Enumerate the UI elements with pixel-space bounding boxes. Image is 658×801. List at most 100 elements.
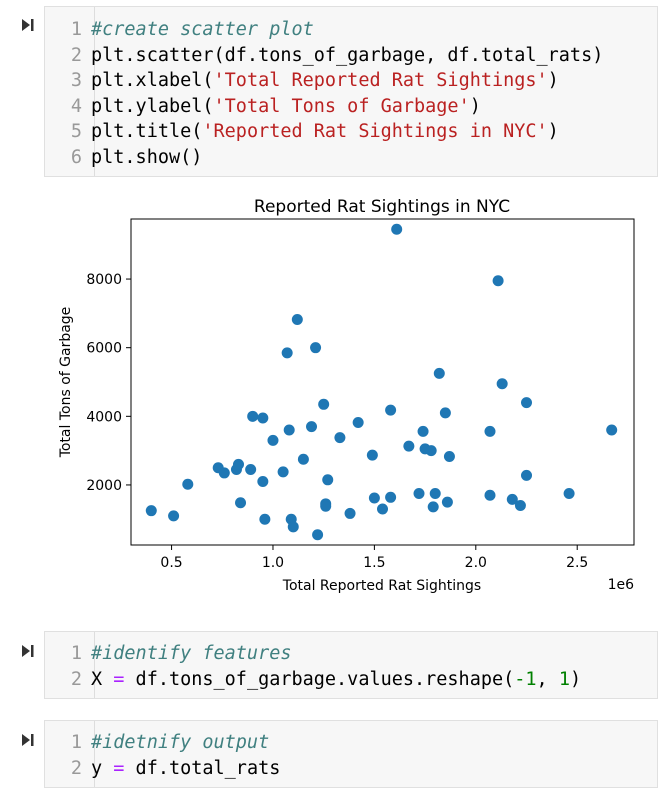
code-line[interactable]: 6 plt.show() — [45, 145, 657, 170]
scatter-point — [334, 432, 346, 444]
x-axis-label: Total Reported Rat Sightings — [282, 578, 481, 594]
code-token: df.tons_of_garbage.values.reshape( — [124, 668, 515, 690]
code-text: #identify features — [91, 641, 291, 666]
scatter-point — [312, 529, 324, 541]
code-token: plt.ylabel( — [91, 95, 214, 117]
scatter-point — [297, 453, 309, 465]
x-tick-label: 2.0 — [465, 555, 487, 571]
scatter-point — [417, 425, 429, 437]
scatter-chart: Reported Rat Sightings in NYC 0.5 1.0 1.5 2… — [58, 197, 635, 594]
scatter-point — [506, 493, 518, 505]
code-cell-features[interactable]: 1 #identify features 2 X = df.tons_of_garba… — [44, 631, 658, 699]
scatter-point — [368, 492, 380, 504]
code-token: plt.show() — [91, 146, 203, 168]
scatter-point — [366, 449, 378, 461]
code-line[interactable]: 1 #identify features — [45, 641, 657, 666]
code-token: 'Total Tons of Garbage' — [213, 95, 470, 117]
scatter-point — [182, 478, 194, 490]
code-text: #create scatter plot — [91, 17, 314, 42]
code-token: X — [91, 668, 114, 690]
scatter-point — [492, 275, 504, 287]
code-token: plt.title( — [91, 121, 203, 142]
y-axis-label: Total Tons of Garbage — [58, 307, 74, 459]
scatter-point — [484, 425, 496, 437]
scatter-point — [247, 410, 259, 422]
x-offset-text: 1e6 — [608, 577, 635, 593]
x-tick-label: 1.0 — [262, 555, 284, 571]
code-token: plt.scatter(df.tons_of_garbage, df.total… — [91, 44, 604, 66]
code-cell-output[interactable]: 1 #idetnify output 2 y = df.total_rats — [44, 720, 658, 788]
code-token: #create scatter plot — [91, 19, 314, 40]
run-cell-icon[interactable] — [20, 643, 36, 659]
code-line[interactable]: 1 #idetnify output — [45, 730, 657, 755]
code-token: plt.xlabel( — [91, 70, 214, 91]
line-number: 1 — [70, 732, 82, 753]
scatter-point — [232, 458, 244, 470]
line-number: 6 — [70, 146, 82, 168]
run-cell-icon[interactable] — [20, 732, 36, 748]
scatter-point — [514, 500, 526, 512]
scatter-point — [245, 464, 257, 476]
scatter-point — [443, 450, 455, 462]
code-text: plt.title('Reported Rat Sightings in NYC… — [91, 119, 559, 144]
scatter-point — [310, 342, 322, 354]
code-line[interactable]: 3 plt.xlabel('Total Reported Rat Sighting… — [45, 68, 657, 93]
line-number: 2 — [70, 668, 82, 690]
code-text: plt.xlabel('Total Reported Rat Sightings… — [91, 68, 559, 93]
y-tick-label: 6000 — [86, 341, 122, 357]
code-text: plt.scatter(df.tons_of_garbage, df.total… — [91, 43, 603, 68]
scatter-point — [257, 412, 269, 424]
scatter-point — [291, 314, 303, 326]
code-token: 'Reported Rat Sightings in NYC' — [202, 121, 548, 142]
scatter-point — [606, 424, 618, 436]
gutter-separator — [94, 632, 95, 698]
code-text: #idetnify output — [91, 730, 269, 755]
code-line[interactable]: 1 #create scatter plot — [45, 17, 657, 42]
code-line[interactable]: 2 plt.scatter(df.tons_of_garbage, df.tota… — [45, 43, 657, 68]
chart-title: Reported Rat Sightings in NYC — [254, 197, 510, 217]
scatter-point — [385, 491, 397, 503]
code-token: ) — [547, 121, 559, 142]
scatter-point — [235, 497, 247, 509]
line-number: 2 — [70, 44, 82, 66]
x-axis: 0.5 1.0 1.5 2.0 2.5 — [160, 545, 588, 571]
y-tick-label: 8000 — [86, 272, 122, 288]
scatter-point — [441, 496, 453, 508]
code-cell-scatter[interactable]: 1 #create scatter plot 2 plt.scatter(df.ton… — [44, 6, 658, 177]
scatter-point — [277, 466, 289, 478]
scatter-point — [484, 489, 496, 501]
scatter-point — [318, 398, 330, 410]
scatter-point — [433, 367, 445, 379]
scatter-point — [283, 424, 295, 436]
y-tick-label: 2000 — [86, 478, 122, 494]
code-token: #idetnify output — [91, 732, 270, 753]
scatter-point — [563, 488, 575, 500]
line-number: 1 — [70, 643, 82, 664]
code-token: ) — [469, 95, 481, 117]
code-token: df.total_rats — [124, 757, 281, 779]
code-token: , — [536, 668, 559, 690]
gutter-separator — [94, 7, 95, 176]
code-token: 1 — [558, 668, 570, 690]
code-line[interactable]: 5 plt.title('Reported Rat Sightings in NY… — [45, 119, 657, 144]
code-text: plt.show() — [91, 145, 202, 170]
code-line[interactable]: 4 plt.ylabel('Total Tons of Garbage') — [45, 94, 657, 119]
scatter-point — [377, 503, 388, 515]
scatter-point — [496, 378, 508, 390]
line-number: 5 — [70, 121, 82, 142]
scatter-point — [427, 501, 439, 513]
scatter-point — [391, 223, 403, 235]
scatter-point — [385, 404, 397, 416]
x-tick-label: 1.5 — [363, 555, 385, 571]
scatter-point — [218, 467, 230, 479]
y-tick-label: 4000 — [86, 409, 122, 425]
code-token: y — [91, 757, 114, 779]
scatter-points — [145, 223, 618, 541]
scatter-point — [413, 488, 425, 500]
line-number: 3 — [70, 70, 82, 91]
run-cell-icon[interactable] — [20, 17, 36, 33]
scatter-point — [259, 513, 271, 525]
code-text: plt.ylabel('Total Tons of Garbage') — [91, 94, 481, 119]
